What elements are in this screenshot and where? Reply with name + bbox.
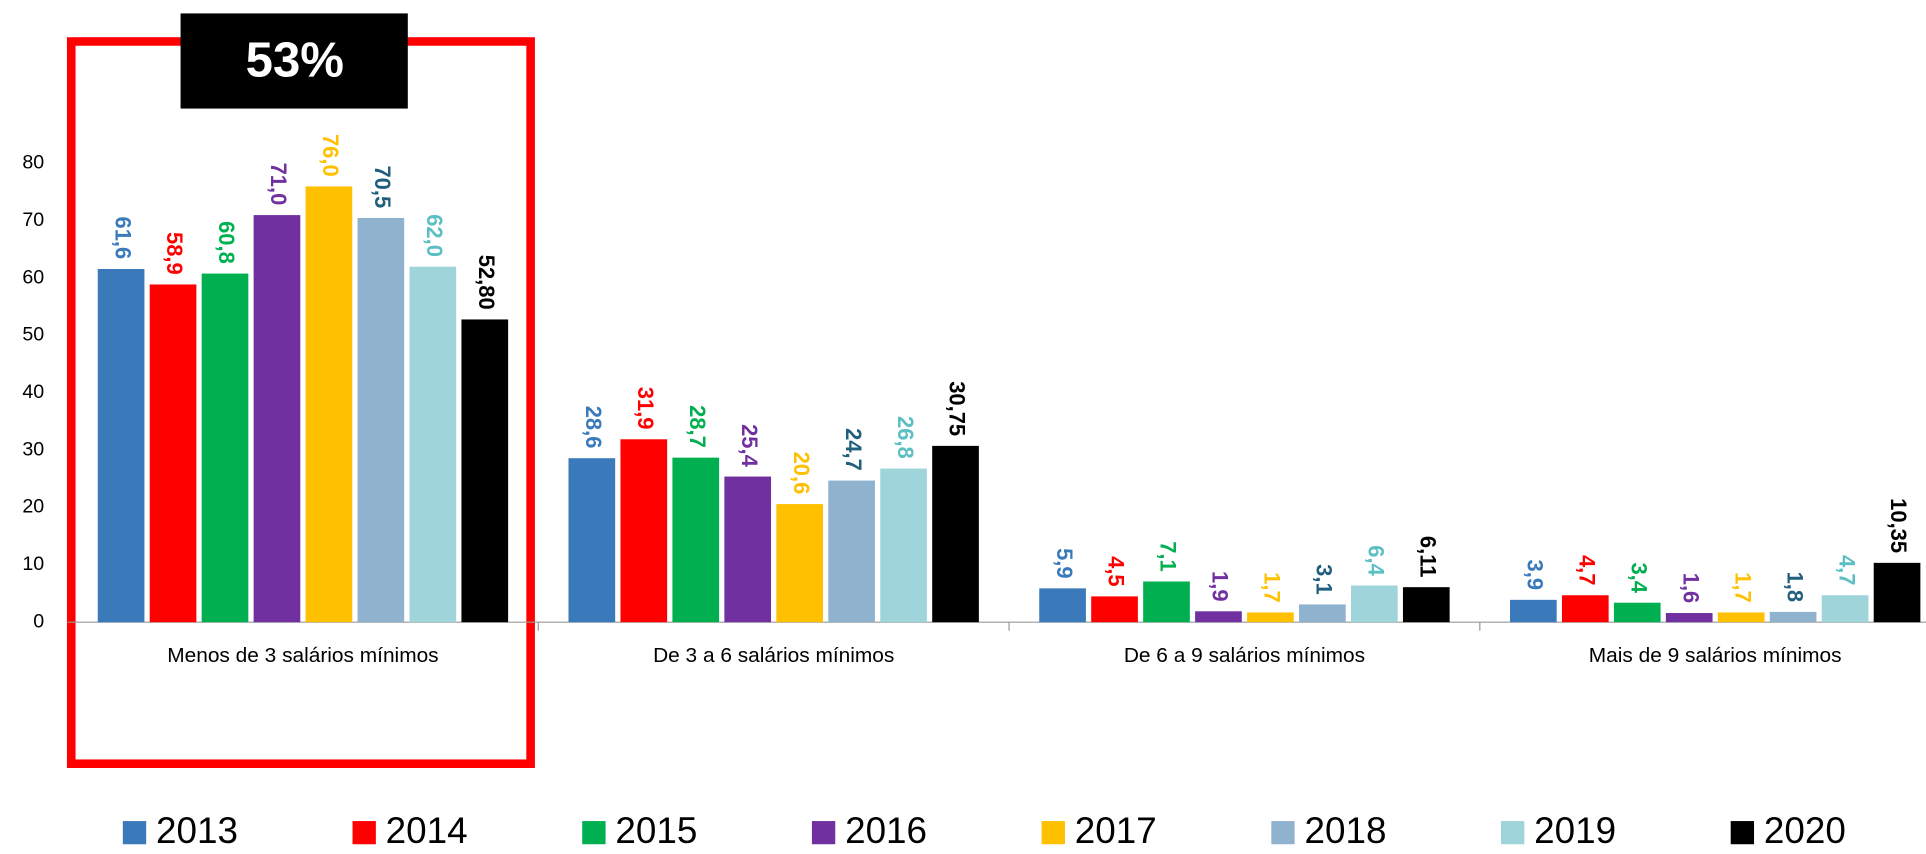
y-tick-label: 70 (22, 209, 44, 231)
data-label: 1,9 (1208, 571, 1233, 602)
data-label: 60,8 (214, 221, 239, 264)
bar (305, 186, 353, 623)
legend-label: 2013 (156, 810, 238, 851)
data-label: 26,8 (893, 416, 918, 459)
data-label: 4,7 (1574, 555, 1599, 586)
legend-label: 2016 (845, 810, 927, 851)
legend-label: 2014 (386, 810, 468, 851)
bar (620, 439, 668, 623)
legend-label: 2020 (1764, 810, 1846, 851)
data-label: 58,9 (162, 232, 187, 275)
legend-swatch (1271, 821, 1295, 845)
data-label: 76,0 (318, 134, 343, 177)
bar (461, 319, 509, 623)
data-label: 4,5 (1104, 556, 1129, 587)
bar (568, 458, 616, 623)
annotation-box (180, 13, 408, 109)
bar (672, 457, 720, 623)
bar (1509, 599, 1557, 623)
bar (1091, 596, 1138, 623)
data-label: 28,6 (581, 406, 606, 449)
legend-swatch (811, 821, 836, 845)
y-tick-label: 80 (22, 152, 44, 174)
bar (1143, 581, 1190, 623)
bar (201, 273, 249, 623)
bar (97, 268, 145, 623)
bar (149, 284, 197, 623)
bar (357, 217, 405, 623)
data-label: 6,4 (1363, 545, 1388, 576)
legend-swatch (582, 821, 606, 845)
legend-swatch (1041, 821, 1065, 845)
data-label: 61,6 (110, 217, 135, 260)
x-tick-label: Mais de 9 salários mínimos (1589, 644, 1842, 667)
x-tick-label: Menos de 3 salários mínimos (167, 644, 438, 667)
annotation: 53% (246, 33, 344, 87)
data-label: 5,9 (1052, 548, 1077, 579)
data-label: 20,6 (789, 452, 814, 495)
data-label: 70,5 (370, 165, 395, 208)
data-label: 1,6 (1678, 573, 1703, 604)
bar (1665, 613, 1713, 623)
bar (1350, 585, 1398, 623)
data-label: 4,7 (1834, 555, 1859, 586)
data-label: 62,0 (422, 214, 447, 257)
data-label: 31,9 (633, 387, 658, 430)
x-tick-label: De 3 a 6 salários mínimos (653, 644, 894, 667)
y-tick-label: 40 (22, 381, 44, 403)
data-label: 1,7 (1260, 572, 1285, 603)
data-label: 3,4 (1626, 562, 1651, 593)
bar (932, 445, 979, 623)
bar (1613, 602, 1661, 623)
bar (776, 504, 824, 623)
bar (1717, 612, 1765, 623)
legend-swatch (122, 821, 147, 845)
data-label: 10,35 (1886, 498, 1911, 553)
data-label: 71,0 (266, 163, 291, 206)
y-tick-label: 10 (22, 553, 44, 575)
legend-label: 2019 (1534, 810, 1616, 851)
bar (1402, 587, 1450, 623)
data-label: 30,75 (945, 381, 970, 436)
bar (724, 476, 772, 623)
y-tick-label: 20 (22, 496, 44, 518)
bar (1873, 562, 1921, 623)
y-tick-label: 30 (22, 438, 44, 460)
data-label: 52,80 (474, 255, 499, 310)
bar (1299, 604, 1346, 623)
data-label: 1,8 (1782, 572, 1807, 603)
y-tick-label: 0 (33, 610, 44, 632)
legend-swatch (1730, 821, 1755, 845)
y-tick-label: 50 (22, 324, 44, 346)
bar (1769, 611, 1817, 623)
bar (1821, 595, 1869, 623)
bar (253, 215, 301, 623)
data-label: 6,11 (1415, 536, 1440, 577)
bar (1247, 612, 1294, 623)
data-label: 3,9 (1522, 560, 1547, 591)
bar (880, 468, 927, 623)
bar (1039, 588, 1086, 623)
legend-label: 2018 (1304, 810, 1386, 851)
y-tick-label: 60 (22, 266, 44, 288)
legend-swatch (352, 821, 376, 845)
bar (409, 266, 457, 623)
legend-label: 2015 (615, 810, 697, 851)
bar (828, 480, 875, 623)
legend-swatch (1501, 821, 1525, 845)
data-label: 7,1 (1156, 541, 1181, 572)
data-label: 3,1 (1312, 564, 1337, 595)
data-label: 28,7 (685, 405, 710, 448)
bar (1561, 595, 1609, 623)
data-label: 25,4 (737, 424, 762, 467)
data-label: 24,7 (841, 428, 866, 471)
legend-label: 2017 (1075, 810, 1157, 851)
x-tick-label: De 6 a 9 salários mínimos (1124, 644, 1365, 667)
bar (1195, 611, 1242, 623)
data-label: 1,7 (1730, 572, 1755, 603)
